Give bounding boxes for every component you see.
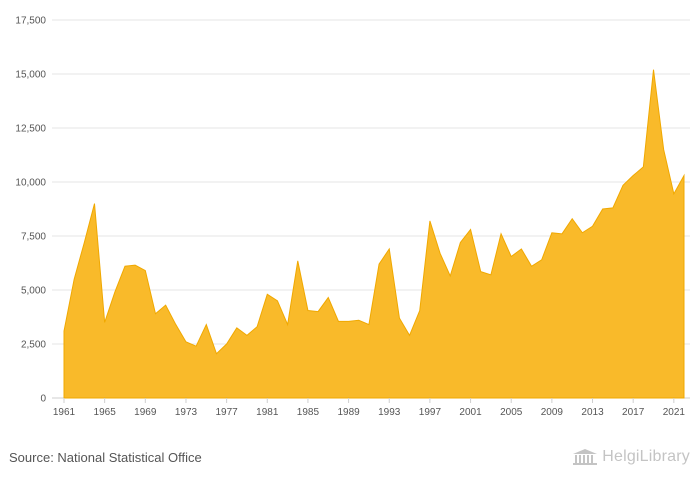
data-point[interactable] — [224, 341, 230, 347]
data-point[interactable] — [661, 147, 667, 153]
x-tick-label: 2005 — [500, 407, 523, 418]
data-point[interactable] — [346, 318, 352, 324]
data-point[interactable] — [335, 318, 341, 324]
data-point[interactable] — [234, 325, 240, 331]
x-tick-label: 1981 — [256, 407, 279, 418]
brand-name: HelgiLibrary — [602, 448, 690, 465]
data-point[interactable] — [579, 230, 585, 236]
data-point[interactable] — [478, 269, 484, 275]
data-point[interactable] — [447, 273, 453, 279]
data-point[interactable] — [132, 262, 138, 268]
data-point[interactable] — [386, 246, 392, 252]
data-point[interactable] — [213, 351, 219, 357]
data-point[interactable] — [122, 263, 128, 269]
data-point[interactable] — [457, 239, 463, 245]
x-tick-label: 2013 — [581, 407, 604, 418]
data-point[interactable] — [427, 218, 433, 224]
data-point[interactable] — [305, 308, 311, 314]
data-point[interactable] — [681, 173, 687, 179]
data-point[interactable] — [152, 311, 158, 317]
data-point[interactable] — [183, 339, 189, 345]
data-point[interactable] — [549, 230, 555, 236]
y-tick-label: 10,000 — [15, 178, 46, 189]
data-point[interactable] — [71, 276, 77, 282]
data-point[interactable] — [640, 164, 646, 170]
data-point[interactable] — [539, 257, 545, 263]
x-tick-label: 2017 — [622, 407, 645, 418]
y-tick-label: 2,500 — [21, 340, 46, 351]
area-series — [61, 67, 687, 399]
data-point[interactable] — [163, 302, 169, 308]
x-tick-label: 1969 — [134, 407, 157, 418]
data-point[interactable] — [112, 289, 118, 295]
data-point[interactable] — [468, 227, 474, 233]
source-note: Source: National Statistical Office — [9, 450, 202, 465]
data-point[interactable] — [610, 205, 616, 211]
y-tick-label: 0 — [40, 394, 46, 405]
x-tick-label: 1961 — [53, 407, 76, 418]
y-tick-label: 7,500 — [21, 232, 46, 243]
data-point[interactable] — [396, 315, 402, 321]
data-point[interactable] — [274, 298, 280, 304]
y-tick-label: 17,500 — [15, 16, 46, 27]
data-point[interactable] — [254, 324, 260, 330]
data-point[interactable] — [437, 250, 443, 256]
data-point[interactable] — [91, 201, 97, 207]
data-point[interactable] — [529, 263, 535, 269]
data-point[interactable] — [81, 239, 87, 245]
x-tick-label: 1993 — [378, 407, 401, 418]
data-point[interactable] — [498, 231, 504, 237]
data-point[interactable] — [356, 317, 362, 323]
x-tick-label: 2021 — [663, 407, 686, 418]
data-point[interactable] — [325, 295, 331, 301]
x-tick-label: 1977 — [215, 407, 238, 418]
data-point[interactable] — [630, 173, 636, 179]
y-tick-label: 15,000 — [15, 70, 46, 81]
data-point[interactable] — [559, 231, 565, 237]
data-point[interactable] — [590, 223, 596, 229]
y-axis: 0 2,500 5,000 7,500 10,000 12,500 15,000 17,500 — [15, 16, 46, 405]
area-fill — [63, 69, 685, 399]
data-point[interactable] — [61, 328, 67, 334]
data-point[interactable] — [366, 322, 372, 328]
x-axis: 1961 1965 1969 1973 1977 1981 1985 1989 1993 1997… — [53, 398, 686, 418]
x-tick-label: 2001 — [459, 407, 482, 418]
area-chart: 0 2,500 5,000 7,500 10,000 12,500 15,000 17,500… — [15, 16, 690, 418]
data-point[interactable] — [376, 261, 382, 267]
data-point[interactable] — [315, 309, 321, 315]
data-point[interactable] — [620, 182, 626, 188]
data-point[interactable] — [671, 191, 677, 197]
data-point[interactable] — [508, 254, 514, 260]
x-tick-label: 1973 — [175, 407, 198, 418]
x-tick-label: 1965 — [94, 407, 117, 418]
data-point[interactable] — [102, 319, 108, 325]
data-point[interactable] — [264, 291, 270, 297]
y-tick-label: 12,500 — [15, 124, 46, 135]
brand-logo[interactable]: HelgiLibrary — [572, 448, 690, 466]
data-point[interactable] — [407, 332, 413, 338]
data-point[interactable] — [203, 322, 209, 328]
x-tick-label: 1985 — [297, 407, 320, 418]
x-tick-label: 2009 — [541, 407, 564, 418]
data-point[interactable] — [651, 67, 657, 73]
x-tick-label: 1989 — [337, 407, 360, 418]
data-point[interactable] — [569, 216, 575, 222]
data-point[interactable] — [193, 343, 199, 349]
y-tick-label: 5,000 — [21, 286, 46, 297]
data-point[interactable] — [600, 206, 606, 212]
data-point[interactable] — [285, 322, 291, 328]
library-building-icon — [573, 449, 598, 465]
data-point[interactable] — [417, 308, 423, 314]
data-point[interactable] — [518, 246, 524, 252]
data-point[interactable] — [173, 322, 179, 328]
x-tick-label: 1997 — [419, 407, 442, 418]
data-point[interactable] — [295, 258, 301, 264]
data-point[interactable] — [142, 268, 148, 274]
data-point[interactable] — [488, 272, 494, 278]
data-point[interactable] — [244, 332, 250, 338]
